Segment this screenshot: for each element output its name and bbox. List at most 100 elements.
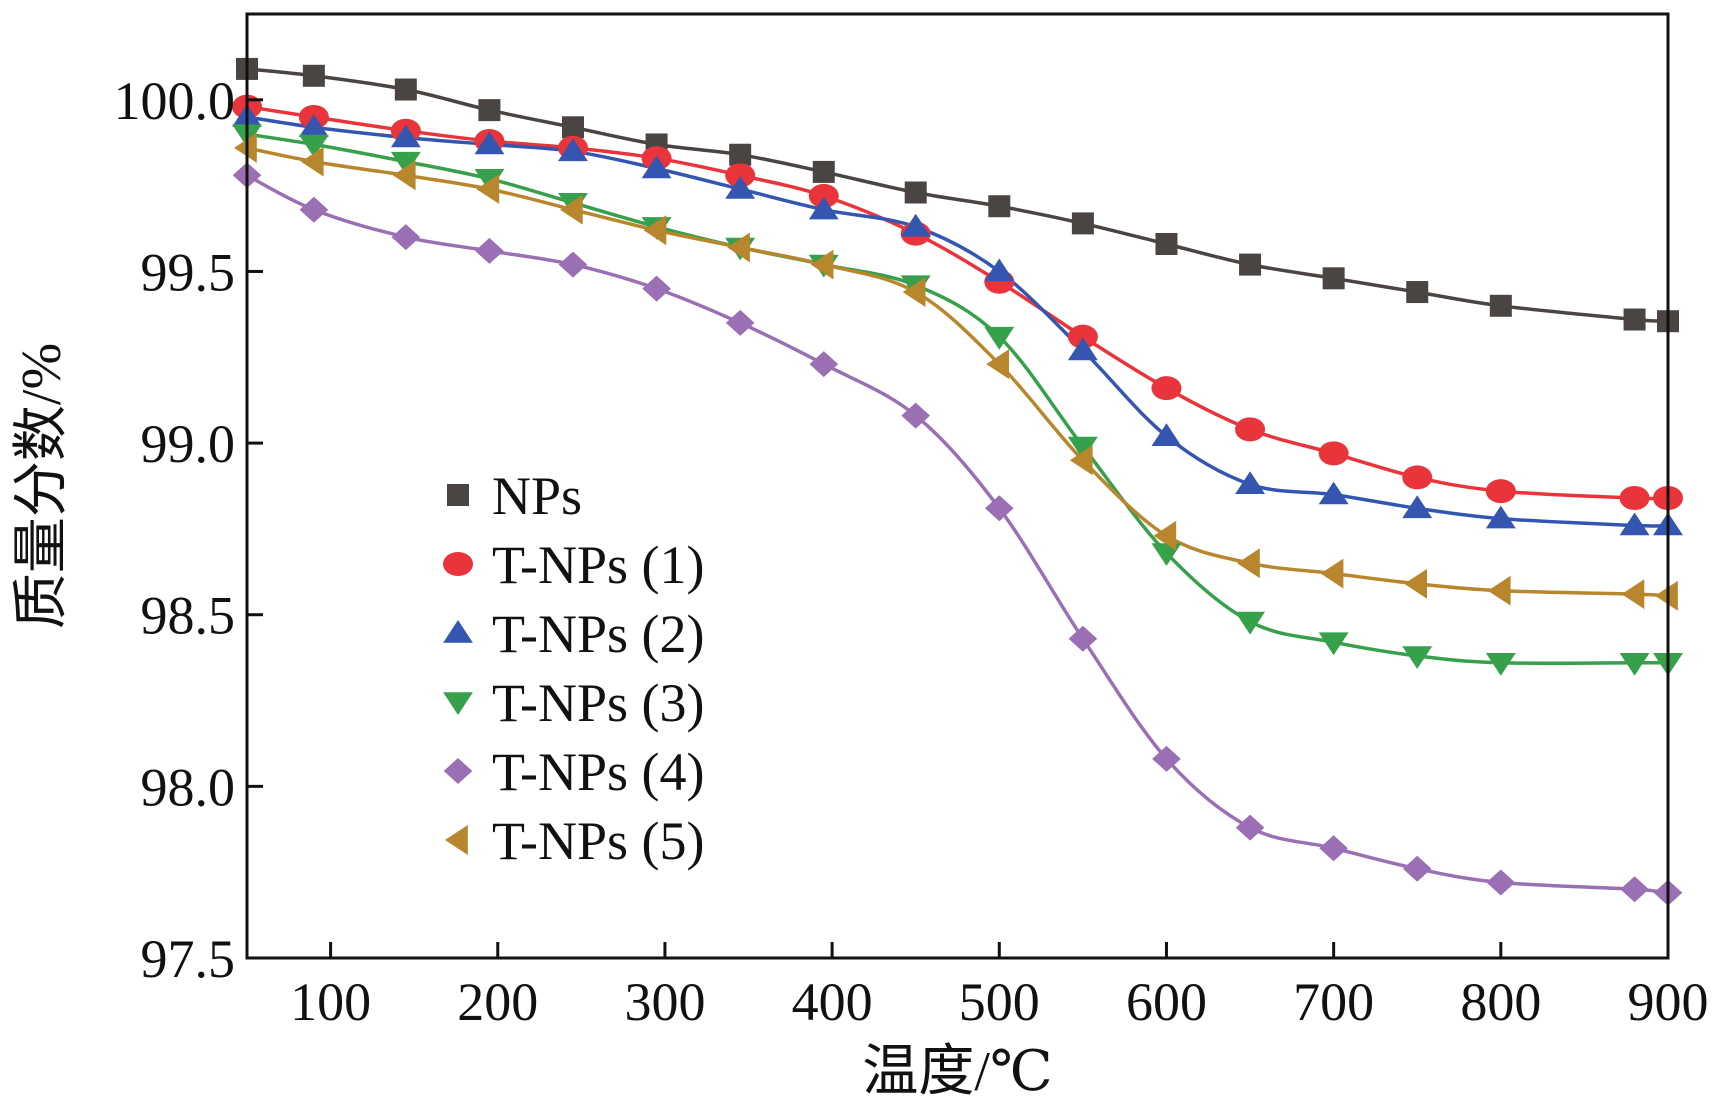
series-2-point-650 [1235,471,1265,494]
x-tick-label-800: 800 [1460,972,1541,1032]
series-2-point-800 [1485,505,1516,529]
series-4-point-245 [558,251,588,278]
series-5-point-395 [810,249,834,280]
series-0-point-500 [988,195,1011,218]
series-5-point-295 [643,215,667,246]
series-5-point-345 [727,232,750,263]
series-2-point-145 [390,124,421,148]
series-line-5 [246,146,1669,598]
series-2-point-245 [558,138,588,162]
series-0-point-650 [1239,253,1262,276]
series-0-point-90 [302,64,325,87]
series-3-point-750 [1402,646,1433,669]
series-0-point-345 [729,143,752,166]
y-tick-label-99.0: 99.0 [141,414,236,474]
legend-marker-4 [443,758,473,784]
series-2-point-880 [1619,512,1650,536]
series-4-point-145 [391,224,421,251]
series-1-point-550 [1067,324,1098,349]
series-3-point-195 [474,169,505,192]
series-1-point-600 [1151,376,1182,401]
series-4-point-500 [985,495,1014,522]
series-4-point-600 [1152,745,1181,772]
series-5-point-750 [1404,568,1427,599]
series-2-point-90 [298,114,329,137]
series-2-point-395 [808,196,839,220]
series-5-point-800 [1487,575,1511,606]
series-4-point-650 [1235,814,1265,841]
series-5-point-880 [1621,579,1645,610]
series-3-point-145 [390,151,421,175]
series-2-point-195 [474,131,505,155]
series-1-point-395 [808,183,839,208]
series-4-point-395 [809,351,839,378]
series-4-point-800 [1486,869,1516,896]
series-5-point-145 [392,160,416,191]
series-0-point-880 [1623,308,1646,331]
y-axis-title: 质量分数/% [11,343,73,629]
y-tick-label-100.0: 100.0 [114,71,236,131]
series-4-point-880 [1620,876,1649,903]
series-5-point-90 [300,146,324,177]
series-0-point-450 [904,181,927,204]
series-5-point-550 [1069,445,1093,476]
legend: NPs T-NPs (1) T-NPs (2) T-NPs (3) T-NPs (4) T… [443,466,705,871]
legend-label-3: T-NPs (3) [492,673,705,733]
legend-label-1: T-NPs (1) [492,535,705,595]
series-3-point-700 [1318,632,1349,656]
series-3-point-880 [1619,653,1650,676]
series-line-4 [246,173,1669,895]
y-axis-ticks: 97.5 98.0 98.5 99.0 99.5 100.0 [114,71,263,989]
x-tick-label-700: 700 [1293,972,1374,1032]
series-2-point-500 [984,258,1015,282]
x-tick-label-200: 200 [457,972,538,1032]
series-5-point-700 [1320,558,1344,589]
legend-marker-3 [443,692,473,715]
series-5-point-500 [986,349,1009,380]
series-0-point-395 [812,160,835,183]
series-0-point-750 [1406,281,1429,304]
series-line-3 [246,132,1668,666]
series-0-point-800 [1489,294,1512,317]
series-1-point-345 [725,163,756,188]
series-markers [232,57,1683,906]
series-3-point-650 [1235,611,1265,635]
series-1-point-750 [1402,465,1433,490]
series-3-point-90 [298,134,329,158]
series-2-point-750 [1402,495,1433,519]
legend-marker-0 [447,484,469,506]
series-5-point-650 [1237,548,1260,579]
x-tick-label-900: 900 [1628,972,1709,1032]
series-1-point-650 [1235,417,1266,442]
x-tick-label-300: 300 [624,972,705,1032]
y-tick-label-99.5: 99.5 [141,242,236,302]
series-line-0 [246,67,1669,323]
series-2-point-700 [1318,481,1349,505]
series-1-point-700 [1318,441,1349,466]
series-0-point-245 [561,116,584,139]
x-tick-label-500: 500 [959,972,1040,1032]
series-2-point-450 [900,213,931,237]
series-3-point-500 [984,326,1015,350]
series-0-point-145 [394,78,417,101]
series-0-point-600 [1155,232,1178,255]
legend-label-4: T-NPs (4) [492,742,705,802]
series-0-point-700 [1322,267,1345,290]
series-1-point-880 [1619,486,1650,511]
legend-marker-1 [443,552,473,576]
series-3-point-550 [1067,436,1098,460]
series-5-point-195 [476,174,500,204]
y-tick-label-98.0: 98.0 [141,757,236,817]
series-5-point-600 [1153,520,1177,551]
x-axis-ticks: 100 200 300 400 500 600 700 800 900 [290,942,1709,1032]
x-tick-label-400: 400 [792,972,873,1032]
series-2-point-600 [1151,423,1182,446]
series-4-point-345 [725,309,755,336]
series-5-point-50 [234,132,257,163]
plot-area-frame [245,12,1670,960]
legend-label-5: T-NPs (5) [492,811,705,871]
x-tick-label-100: 100 [290,972,371,1032]
legend-marker-2 [443,620,473,643]
series-4-point-550 [1068,625,1098,652]
